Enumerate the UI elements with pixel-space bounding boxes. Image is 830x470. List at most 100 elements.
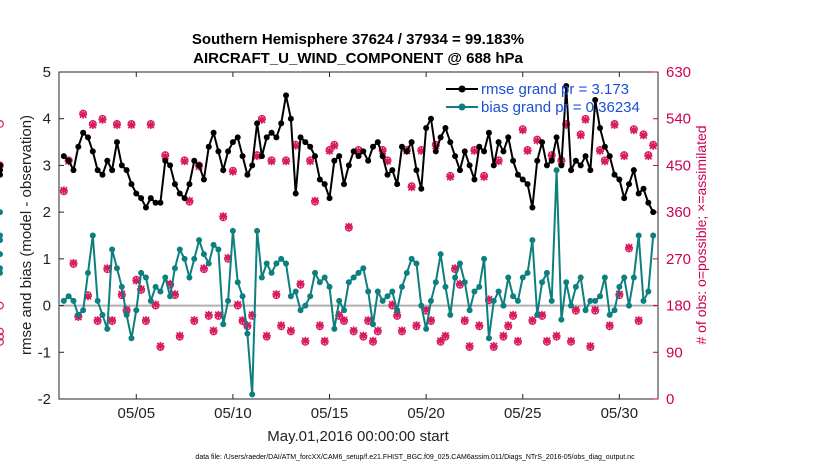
rmse-point xyxy=(157,199,164,206)
obs-assimilated-point xyxy=(301,336,310,345)
rmse-point xyxy=(316,176,323,183)
bias-point xyxy=(611,307,618,314)
bias-point xyxy=(147,297,154,304)
bias-point xyxy=(437,251,444,258)
obs-assimilated-point xyxy=(141,316,150,325)
obs-assimilated-point xyxy=(262,331,271,340)
legend-bias-label: bias grand pr = 0.36234 xyxy=(481,99,640,116)
x-tick-label: 05/10 xyxy=(214,405,252,422)
bias-point xyxy=(645,288,652,295)
bias-point xyxy=(394,307,401,314)
y2-tick-label: 0 xyxy=(666,391,674,408)
bias-point xyxy=(152,283,159,290)
y2-axis-ticks: 0 90 180 270 360 450 540 630 xyxy=(653,64,691,408)
bias-point xyxy=(597,293,604,300)
rmse-point xyxy=(181,195,188,202)
obs-assimilated-point xyxy=(88,120,97,129)
bias-point xyxy=(374,288,381,295)
obs-assimilated-point xyxy=(562,120,571,129)
rmse-point xyxy=(543,162,550,169)
bias-point xyxy=(345,279,352,286)
rmse-point xyxy=(626,181,633,188)
obs-assimilated-point xyxy=(69,259,78,268)
obs-assimilated-point xyxy=(581,115,590,124)
bias-point xyxy=(500,302,507,309)
bias-point xyxy=(369,321,376,328)
obs-assimilated-point xyxy=(349,326,358,335)
rmse-point xyxy=(601,143,608,150)
rmse-series xyxy=(0,83,657,216)
bias-point xyxy=(423,325,430,332)
y2-axis-label: # of obs: o=possible; ×=assimilated xyxy=(693,125,709,344)
plot-area: 05/05 05/10 05/15 05/20 05/25 05/30 -2 -1 0 1 2 3 4… xyxy=(0,64,691,422)
obs-assimilated-point xyxy=(634,316,643,325)
x-tick-label: 05/15 xyxy=(311,405,349,422)
bias-point xyxy=(157,288,164,295)
y-tick-label: 3 xyxy=(43,157,51,174)
obs-assimilated-point xyxy=(248,310,257,319)
bias-point xyxy=(476,283,483,290)
rmse-point xyxy=(403,148,410,155)
obs-assimilated-point xyxy=(397,326,406,335)
obs-assimilated-point xyxy=(277,321,286,330)
rmse-point xyxy=(427,115,434,122)
obs-assimilated-point xyxy=(132,276,141,285)
bias-point xyxy=(171,265,178,272)
bias-point xyxy=(485,335,492,342)
rmse-point xyxy=(0,162,3,169)
rmse-point xyxy=(321,181,328,188)
obs-assimilated-point xyxy=(615,290,624,299)
rmse-point xyxy=(568,167,575,174)
chart-title-line2: AIRCRAFT_U_WIND_COMPONENT @ 688 hPa xyxy=(193,50,523,67)
rmse-point xyxy=(534,157,541,164)
bias-point xyxy=(553,167,560,174)
obs-assimilated-point xyxy=(79,110,88,119)
obs-assimilated-point xyxy=(233,300,242,309)
rmse-point xyxy=(548,157,555,164)
bias-point xyxy=(452,274,459,281)
rmse-point xyxy=(539,139,546,146)
obs-assimilated-point xyxy=(596,146,605,155)
rmse-point xyxy=(118,162,125,169)
obs-assimilated-point xyxy=(161,152,170,161)
obs-assimilated-point xyxy=(538,310,547,319)
rmse-point xyxy=(302,139,309,146)
rmse-point xyxy=(355,153,362,160)
obs-assimilated-point xyxy=(354,146,363,155)
rmse-point xyxy=(345,162,352,169)
bias-point xyxy=(0,232,3,239)
rmse-point xyxy=(234,134,241,141)
obs-assimilated-point xyxy=(282,157,291,166)
obs-assimilated-point xyxy=(98,115,107,124)
y-tick-label: 2 xyxy=(43,204,51,221)
obs-assimilated-point xyxy=(417,146,426,155)
rmse-point xyxy=(524,181,531,188)
obs-possible-point xyxy=(0,327,4,336)
bias-point xyxy=(640,297,647,304)
rmse-point xyxy=(84,134,91,141)
bias-point xyxy=(582,307,589,314)
x-tick-label: 05/25 xyxy=(504,405,542,422)
bias-point xyxy=(572,283,579,290)
bias-point xyxy=(138,269,145,276)
bias-point xyxy=(0,265,3,272)
rmse-point xyxy=(432,148,439,155)
y2-tick-label: 270 xyxy=(666,251,691,268)
bias-point xyxy=(302,302,309,309)
rmse-point xyxy=(645,199,652,206)
bias-point xyxy=(0,251,3,258)
obs-assimilated-point xyxy=(335,310,344,319)
rmse-point xyxy=(171,181,178,188)
rmse-point xyxy=(418,185,425,192)
obs-assimilated-point xyxy=(166,279,175,288)
bias-point xyxy=(215,246,222,253)
bias-point xyxy=(297,307,304,314)
obs-assimilated-point xyxy=(567,336,576,345)
bias-point xyxy=(510,293,517,300)
obs-assimilated-point xyxy=(340,316,349,325)
bias-point xyxy=(384,293,391,300)
bias-point xyxy=(650,232,657,239)
bias-point xyxy=(0,209,3,216)
obs-assimilated-point xyxy=(344,222,353,231)
rmse-point xyxy=(220,167,227,174)
